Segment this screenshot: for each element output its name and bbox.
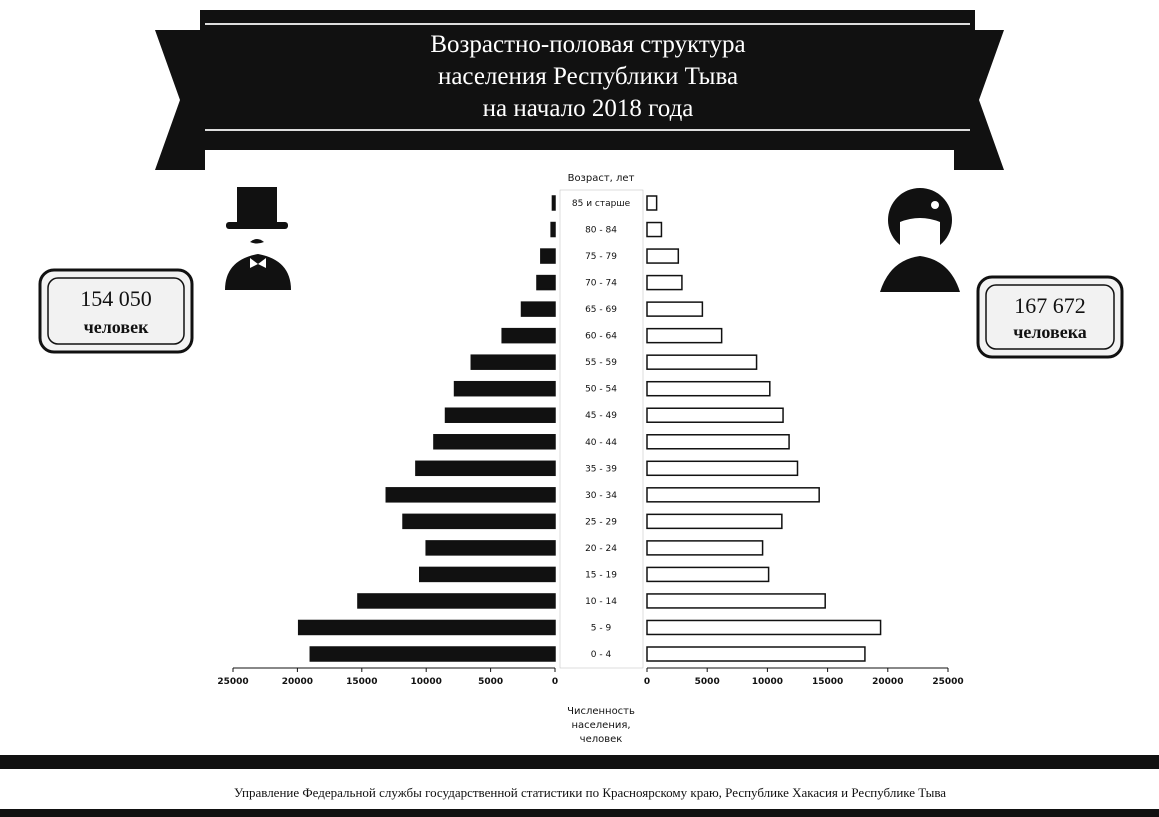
category-label: 45 - 49	[585, 411, 617, 421]
x-axis-label: человек	[580, 734, 623, 745]
bar	[647, 355, 757, 369]
bar	[647, 541, 763, 555]
bar	[647, 276, 682, 290]
x-tick-label: 15000	[346, 677, 377, 687]
category-label: 50 - 54	[585, 385, 617, 395]
category-label: 85 и старше	[572, 199, 631, 209]
bar	[647, 196, 657, 210]
bar	[310, 647, 555, 661]
category-label: 15 - 19	[585, 570, 617, 580]
title-line: населения Республики Тыва	[438, 63, 738, 90]
category-label: 30 - 34	[585, 491, 617, 501]
x-axis-label: населения,	[571, 720, 630, 731]
bar	[647, 647, 865, 661]
bar	[647, 435, 789, 449]
y-axis-label: Возраст, лет	[568, 173, 635, 184]
bar	[647, 302, 702, 316]
annotation-value: 167 672	[1014, 293, 1086, 318]
annotation-unit: человека	[1013, 322, 1087, 342]
bar	[416, 461, 555, 475]
category-label: 0 - 4	[591, 650, 612, 660]
category-label: 40 - 44	[585, 438, 617, 448]
bar	[647, 514, 782, 528]
footer-text: Управление Федеральной службы государств…	[234, 785, 946, 800]
category-label: 25 - 29	[585, 517, 617, 527]
bar	[386, 488, 555, 502]
bar	[420, 567, 555, 581]
category-label: 5 - 9	[591, 623, 612, 633]
bar	[403, 514, 555, 528]
annotation-value: 154 050	[80, 286, 152, 311]
bar	[358, 594, 555, 608]
x-tick-label: 5000	[478, 677, 503, 687]
footer-band	[0, 809, 1159, 817]
category-label: 10 - 14	[585, 597, 617, 607]
x-axis-label: Численность	[567, 706, 635, 717]
x-tick-label: 25000	[217, 677, 248, 687]
bar	[647, 461, 798, 475]
bar	[647, 620, 881, 634]
bar	[647, 329, 722, 343]
bar	[471, 355, 555, 369]
bar	[647, 408, 783, 422]
bar	[647, 567, 769, 581]
bar	[537, 276, 555, 290]
page: Возрастно-половая структура населения Ре…	[0, 0, 1159, 817]
bar	[455, 382, 555, 396]
category-label: 80 - 84	[585, 226, 617, 236]
category-label: 70 - 74	[585, 279, 617, 289]
bar	[434, 435, 555, 449]
x-tick-label: 10000	[411, 677, 442, 687]
bar	[446, 408, 555, 422]
bar	[551, 223, 555, 237]
bar	[299, 620, 555, 634]
x-tick-label: 5000	[695, 677, 720, 687]
woman-icon	[880, 188, 960, 292]
x-tick-label: 0	[552, 677, 558, 687]
bar	[541, 249, 555, 263]
category-label: 65 - 69	[585, 305, 617, 315]
category-label: 60 - 64	[585, 332, 617, 342]
bar	[647, 223, 661, 237]
footer-band	[0, 755, 1159, 769]
bar	[552, 196, 555, 210]
x-tick-label: 20000	[872, 677, 903, 687]
bar	[522, 302, 555, 316]
x-tick-label: 10000	[752, 677, 783, 687]
category-label: 35 - 39	[585, 464, 617, 474]
x-tick-label: 0	[644, 677, 650, 687]
title-line: Возрастно-половая структура	[430, 31, 745, 58]
bar	[647, 249, 678, 263]
bar	[426, 541, 555, 555]
x-tick-label: 15000	[812, 677, 843, 687]
category-label: 20 - 24	[585, 544, 617, 554]
man-icon	[225, 187, 291, 290]
category-label: 55 - 59	[585, 358, 617, 368]
x-tick-label: 20000	[282, 677, 313, 687]
ribbon-left	[155, 30, 205, 170]
annotation-unit: человек	[84, 317, 150, 337]
category-label: 75 - 79	[585, 252, 617, 262]
bar	[502, 329, 555, 343]
bar	[647, 594, 825, 608]
bar	[647, 488, 819, 502]
x-tick-label: 25000	[932, 677, 963, 687]
badge	[40, 270, 192, 352]
title-line: на начало 2018 года	[483, 95, 694, 122]
bar	[647, 382, 770, 396]
